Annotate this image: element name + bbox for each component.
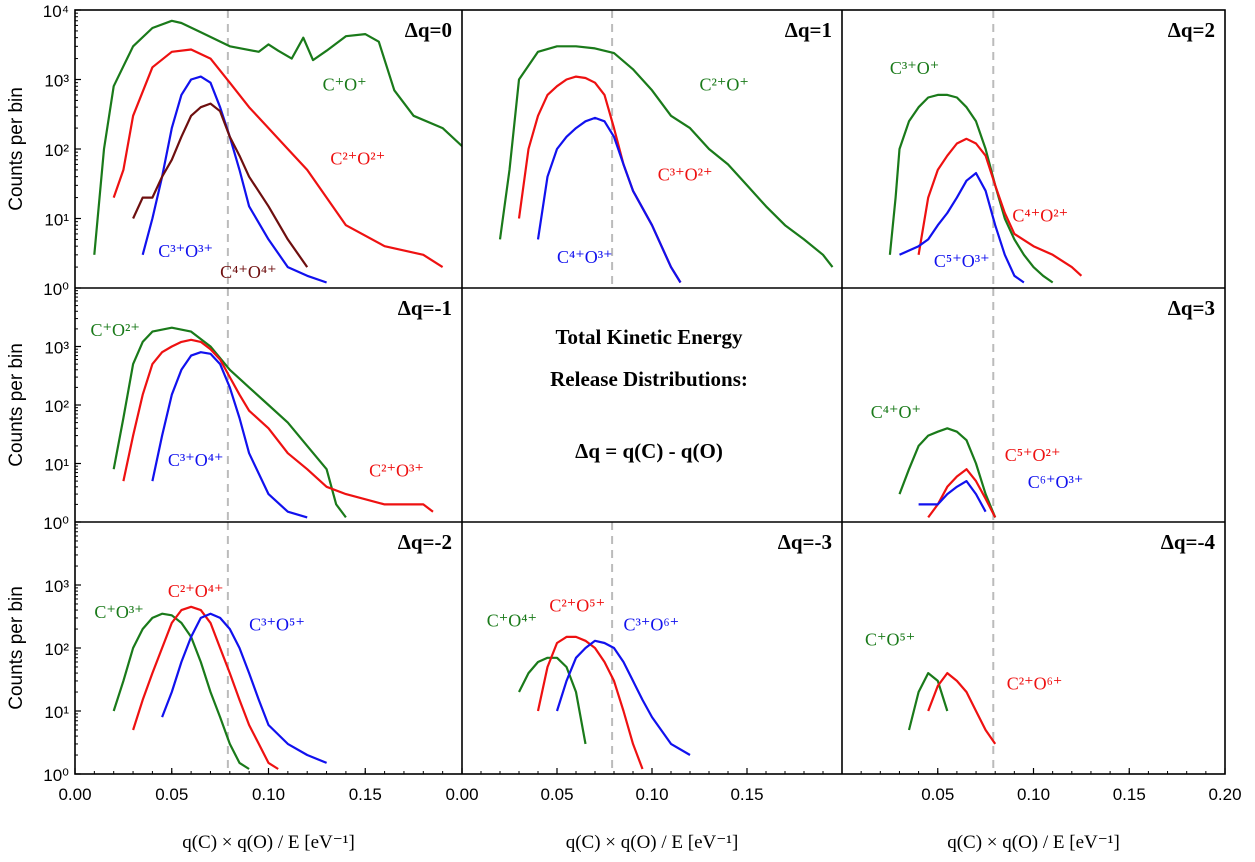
series-line (112, 48, 444, 269)
y-tick-label: 10² (44, 640, 69, 659)
series-label: C⁺O³⁺ (94, 602, 143, 622)
series-label: C⁺O⁴⁺ (487, 610, 537, 630)
x-axis-label: q(C) × q(O) / E [eV⁻¹] (947, 832, 1120, 853)
series-label: C³⁺O⁺ (890, 58, 939, 78)
series-line (498, 45, 834, 268)
y-tick-label: 10¹ (44, 703, 69, 722)
series-line (898, 427, 997, 518)
series-label: C³⁺O³⁺ (158, 241, 213, 261)
series-line (907, 671, 949, 731)
center-caption-line-2: Release Distributions: (550, 367, 748, 391)
x-tick-label: 0.10 (635, 785, 668, 804)
x-tick-label: 0.20 (1208, 785, 1241, 804)
x-tick-label: 0.10 (252, 785, 285, 804)
panel-title: Δq=2 (1168, 18, 1215, 42)
y-axis-label: Counts per bin (6, 87, 27, 211)
panel-dq-3: Δq=3 C⁴⁺O⁺ C⁵⁺O²⁺ C⁶⁺O³⁺ (871, 288, 1215, 522)
y-axis-label: Counts per bin (6, 343, 27, 467)
panel-dq-1: Δq=1 C²⁺O⁺ C³⁺O²⁺ C⁴⁺O³⁺ (498, 10, 834, 288)
series-line (122, 338, 434, 513)
series-label: C⁴⁺O⁺ (871, 402, 921, 422)
panel-title: Δq=-3 (778, 530, 832, 554)
x-tick-label: 0.05 (155, 785, 188, 804)
x-tick-label: 0.05 (921, 785, 954, 804)
panel-title: Δq=-2 (398, 530, 452, 554)
y-tick-label: 10⁰ (43, 514, 69, 533)
x-tick-label: 0.05 (540, 785, 573, 804)
series-label: C⁺O²⁺ (90, 320, 139, 340)
figure-frame (74, 9, 1226, 775)
panel-title: Δq=-1 (398, 296, 452, 320)
panel-dq-2: Δq=2 C³⁺O⁺ C⁴⁺O²⁺ C⁵⁺O³⁺ (888, 10, 1215, 288)
series-label: C²⁺O⁶⁺ (1007, 673, 1063, 693)
center-caption-line-1: Total Kinetic Energy (555, 325, 743, 349)
panel-dq-m1: Δq=-1 C⁺O²⁺ C²⁺O³⁺ C³⁺O⁴⁺ (90, 288, 452, 522)
series-label: C³⁺O⁶⁺ (624, 614, 680, 634)
x-axis-label: q(C) × q(O) / E [eV⁻¹] (182, 832, 355, 853)
y-tick-label: 10³ (44, 339, 69, 358)
series-line (112, 612, 250, 770)
series-line (918, 480, 987, 513)
series-label: C⁴⁺O³⁺ (557, 247, 613, 267)
series-label: C²⁺O³⁺ (369, 460, 424, 480)
series-label: C³⁺O⁵⁺ (249, 614, 305, 634)
panel-dq-0: Δq=0 C⁺O⁺ C²⁺O²⁺ C³⁺O³⁺ C⁴⁺O⁴⁺ (93, 10, 462, 288)
series-line (899, 172, 1025, 284)
y-tick-label: 10⁰ (43, 280, 69, 299)
panel-title: Δq=3 (1168, 296, 1215, 320)
series-label: C⁺O⁵⁺ (865, 629, 915, 649)
series-line (555, 639, 691, 756)
x-tick-label: 0.15 (730, 785, 763, 804)
x-tick-label: 0.10 (1017, 785, 1050, 804)
panel-title: Δq=1 (785, 18, 832, 42)
y-tick-label: 10³ (44, 72, 69, 91)
series-label: C²⁺O⁵⁺ (549, 595, 605, 615)
x-axis-label: q(C) × q(O) / E [eV⁻¹] (566, 832, 739, 853)
panel-dq-m3: Δq=-3 C⁺O⁴⁺ C²⁺O⁵⁺ C³⁺O⁶⁺ (487, 522, 832, 774)
series-line (151, 351, 308, 519)
x-tick-label: 0.00 (58, 785, 91, 804)
series-label: C²⁺O⁺ (700, 74, 749, 94)
center-caption: Total Kinetic Energy Release Distributio… (550, 325, 748, 463)
series-line (132, 102, 309, 268)
y-axis-label: Counts per bin (6, 586, 27, 710)
y-tick-label: 10¹ (44, 211, 69, 230)
series-label: C⁶⁺O³⁺ (1028, 472, 1084, 492)
series-line (518, 656, 587, 745)
panel-dq-m4: Δq=-4 C⁺O⁵⁺ C²⁺O⁶⁺ (865, 522, 1216, 774)
series-label: C⁺O⁺ (323, 74, 367, 94)
series-line (536, 116, 682, 284)
series-line (112, 326, 347, 519)
series-label: C⁵⁺O³⁺ (934, 251, 990, 271)
series-line (93, 19, 462, 255)
series-label: C³⁺O²⁺ (658, 165, 713, 185)
x-tick-label: 0.15 (349, 785, 382, 804)
center-caption-line-3: Δq = q(C) - q(O) (575, 439, 723, 463)
y-tick-label: 10² (44, 397, 69, 416)
series-label: C⁴⁺O⁴⁺ (220, 262, 277, 282)
series-line (161, 612, 328, 764)
series-line (888, 93, 1054, 284)
panel-title: Δq=-4 (1161, 530, 1216, 554)
y-tick-label: 10³ (44, 577, 69, 596)
series-label: C⁵⁺O²⁺ (1005, 445, 1061, 465)
series-label: C²⁺O²⁺ (330, 148, 385, 168)
y-tick-label: 10⁴ (43, 2, 69, 21)
series-line (927, 671, 997, 745)
series-label: C⁴⁺O²⁺ (1012, 206, 1068, 226)
y-tick-label: 10¹ (44, 456, 69, 475)
panel-dq-m2: Δq=-2 C⁺O³⁺ C²⁺O⁴⁺ C³⁺O⁵⁺ (94, 522, 452, 774)
series-line (141, 75, 327, 284)
series-line (917, 137, 1083, 277)
x-tick-label: 0.15 (1113, 785, 1146, 804)
x-tick-label: 0.00 (445, 785, 478, 804)
panel-title: Δq=0 (405, 18, 452, 42)
y-tick-label: 10⁰ (43, 766, 69, 785)
y-tick-label: 10² (44, 141, 69, 160)
series-label: C³⁺O⁴⁺ (168, 450, 224, 470)
series-label: C²⁺O⁴⁺ (168, 581, 224, 601)
